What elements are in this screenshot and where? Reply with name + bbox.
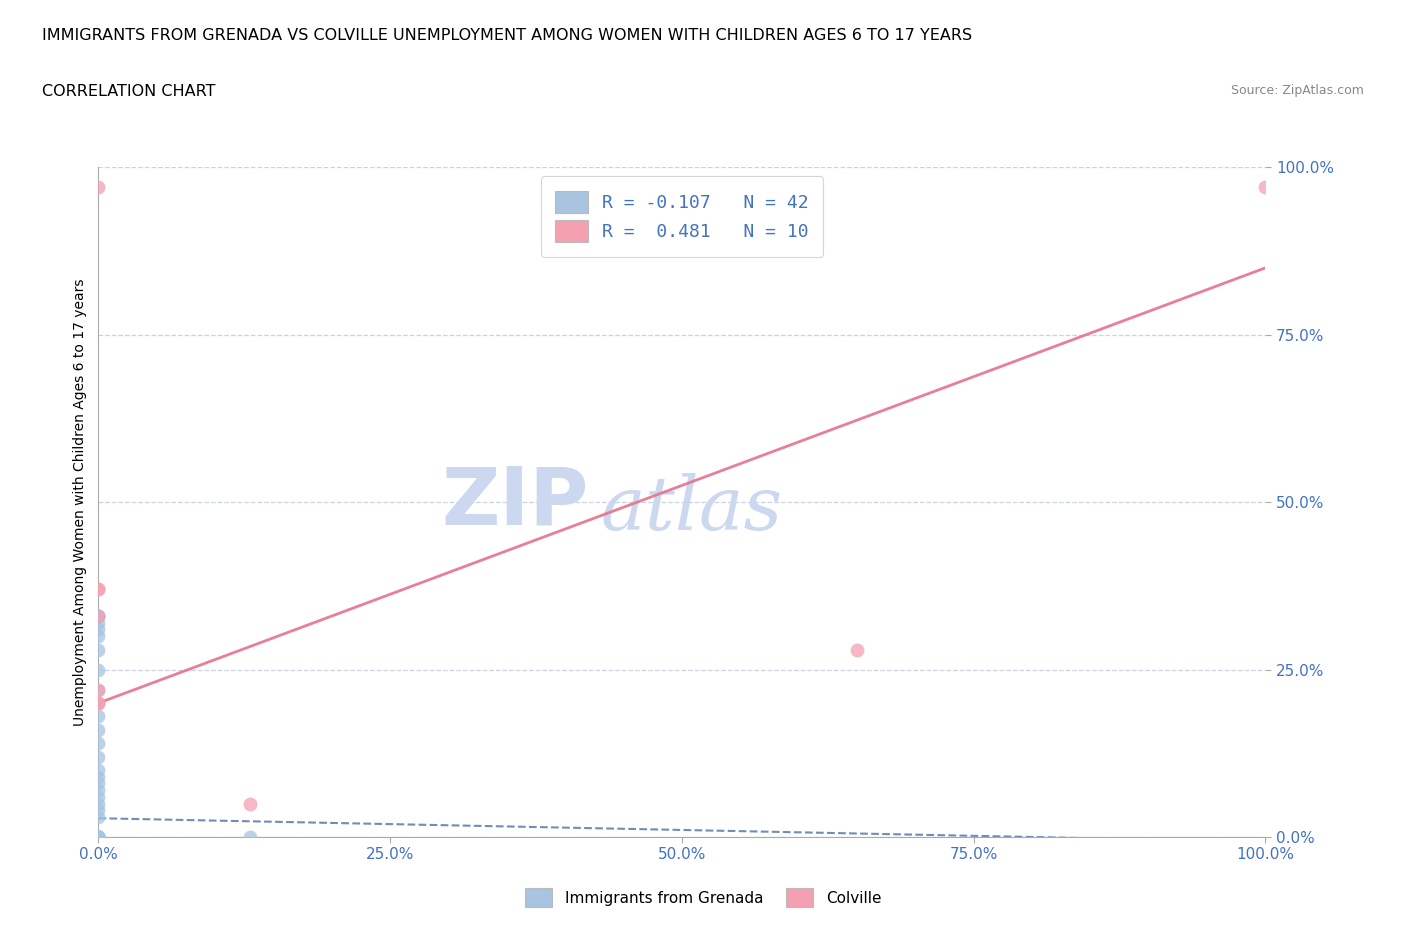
Point [87,709,110,724]
Y-axis label: Unemployment Among Women with Children Ages 6 to 17 years: Unemployment Among Women with Children A… [73,278,87,726]
Point [87,783,110,798]
Point [1254,180,1277,195]
Point [87,582,110,597]
Point [87,830,110,844]
Point [87,830,110,844]
Point [239,796,262,811]
Point [87,776,110,790]
Legend: R = -0.107   N = 42, R =  0.481   N = 10: R = -0.107 N = 42, R = 0.481 N = 10 [541,177,823,257]
Point [87,763,110,777]
Text: ZIP: ZIP [441,463,589,541]
Point [239,830,262,844]
Point [87,616,110,631]
Point [87,803,110,817]
Point [87,629,110,644]
Text: CORRELATION CHART: CORRELATION CHART [42,84,215,99]
Point [87,830,110,844]
Point [87,830,110,844]
Point [87,696,110,711]
Point [87,830,110,844]
Point [87,830,110,844]
Point [87,750,110,764]
Point [87,830,110,844]
Text: atlas: atlas [600,472,782,545]
Point [87,662,110,677]
Text: Source: ZipAtlas.com: Source: ZipAtlas.com [1230,84,1364,97]
Point [87,830,110,844]
Point [846,642,869,657]
Point [87,582,110,597]
Point [87,830,110,844]
Point [87,696,110,711]
Text: IMMIGRANTS FROM GRENADA VS COLVILLE UNEMPLOYMENT AMONG WOMEN WITH CHILDREN AGES : IMMIGRANTS FROM GRENADA VS COLVILLE UNEM… [42,28,973,43]
Point [87,683,110,698]
Point [87,608,110,623]
Point [87,830,110,844]
Point [87,683,110,698]
Point [87,180,110,195]
Point [87,796,110,811]
Point [87,830,110,844]
Point [87,830,110,844]
Point [87,608,110,623]
Point [87,608,110,623]
Point [87,830,110,844]
Point [87,696,110,711]
Point [87,830,110,844]
Point [87,769,110,784]
Point [87,736,110,751]
Point [87,723,110,737]
Point [87,830,110,844]
Point [87,608,110,623]
Point [87,830,110,844]
Point [87,790,110,804]
Point [87,830,110,844]
Point [87,622,110,637]
Point [87,642,110,657]
Point [87,809,110,824]
Point [87,608,110,623]
Legend: Immigrants from Grenada, Colville: Immigrants from Grenada, Colville [519,883,887,913]
Point [87,830,110,844]
